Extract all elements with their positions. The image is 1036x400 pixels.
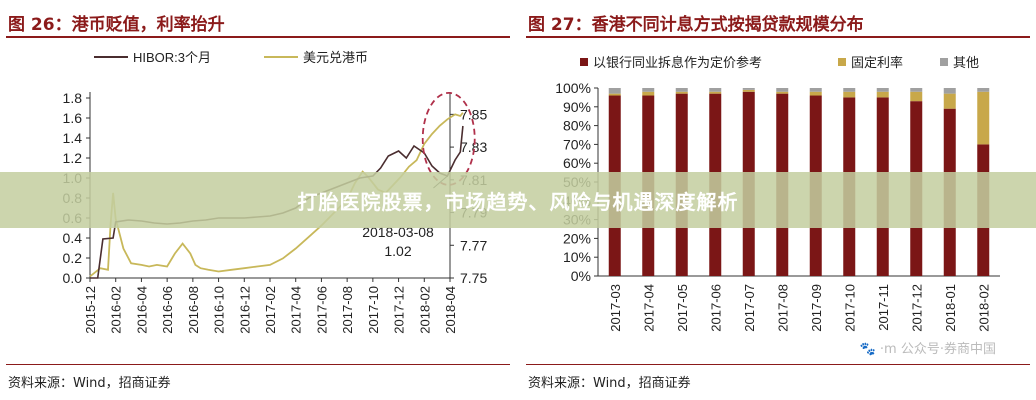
left-y-tick-label: 1.8 [63,90,83,106]
right-bottom-rule [526,364,1030,365]
x-tick-label: 2017-08 [340,286,355,334]
y-tick-label: 20% [563,230,591,246]
bar-segment [608,93,621,96]
x-tick-label: 2016-08 [186,286,201,334]
x-tick-label: 2017-07 [742,284,757,332]
bar-segment [977,91,990,145]
bar-segment [776,91,789,94]
bar-segment [776,88,789,92]
legend-swatch-1 [838,58,846,66]
x-tick-label: 2017-05 [675,284,690,332]
left-chart-title: 图 26：港币贬值，利率抬升 [8,15,225,35]
bar-segment [910,91,923,102]
x-tick-label: 2017-04 [289,286,304,334]
x-tick-label: 2017-12 [392,286,407,334]
headline-banner: 打胎医院股票，市场趋势、风险与机遇深度解析 [0,172,1036,228]
headline-text: 打胎医院股票，市场趋势、风险与机遇深度解析 [297,189,739,214]
x-tick-label: 2017-02 [263,286,278,334]
y-tick-label: 100% [555,80,591,96]
left-title-rule [6,36,510,38]
x-tick-label: 2015-12 [83,286,98,334]
x-tick-label: 2017-10 [366,286,381,334]
x-tick-label: 2017-06 [314,286,329,334]
x-tick-label: 2017-08 [775,284,790,332]
x-tick-label: 2018-02 [976,284,991,332]
x-tick-label: 2017-10 [842,284,857,332]
annotation-date: 2018-03-08 [362,224,434,240]
right-y-tick-label: 7.83 [460,139,487,155]
y-tick-label: 0% [571,268,591,284]
x-tick-label: 2018-04 [443,286,458,334]
y-tick-label: 10% [563,249,591,265]
right-title-rule [526,36,1030,38]
right-chart-title: 图 27：香港不同计息方式按揭贷款规模分布 [528,15,864,35]
legend-label-1: 固定利率 [851,55,903,70]
bar-segment [843,88,856,92]
watermark: 🐾 ·m 公众号·券商中国 [859,342,996,357]
y-tick-label: 60% [563,155,591,171]
y-tick-label: 80% [563,118,591,134]
bar-segment [742,88,755,90]
left-y-tick-label: 0.2 [63,250,83,266]
x-tick-label: 2017-12 [909,284,924,332]
x-tick-label: 2017-03 [608,284,623,332]
bar-segment [642,91,655,96]
bar-segment [608,88,621,94]
legend-label-usdhkd: 美元兑港币 [303,50,368,65]
x-tick-label: 2017-06 [708,284,723,332]
left-y-tick-label: 0.4 [63,230,83,246]
legend-label-hibor: HIBOR:3个月 [133,50,211,65]
annotation-value: 1.02 [384,243,411,259]
bar-segment [876,88,889,92]
bar-segment [709,91,722,94]
left-source-note: 资料来源：Wind，招商证券 [8,376,171,391]
x-tick-label: 2016-04 [134,286,149,334]
x-tick-label: 2016-12 [237,286,252,334]
bar-segment [977,88,990,92]
y-tick-label: 70% [563,136,591,152]
left-y-tick-label: 1.4 [63,130,83,146]
left-bottom-rule [6,364,510,365]
x-tick-label: 2017-09 [809,284,824,332]
bar-segment [876,91,889,98]
bar-segment [943,93,956,109]
x-tick-label: 2016-02 [109,286,124,334]
right-y-tick-label: 7.85 [460,106,487,122]
legend-label-2: 其他 [953,55,979,70]
legend-swatch-2 [940,58,948,66]
bar-segment [709,88,722,92]
x-tick-label: 2017-11 [876,284,891,331]
bar-segment [642,88,655,92]
bar-segment [910,88,923,92]
bar-segment [943,88,956,94]
right-source-note: 资料来源：Wind，招商证券 [528,376,691,391]
bar-segment [809,88,822,92]
left-y-tick-label: 1.2 [63,150,83,166]
y-tick-label: 90% [563,99,591,115]
bar-segment [843,91,856,98]
bar-segment [809,91,822,96]
highlight-ellipse [421,92,476,186]
x-tick-label: 2017-04 [641,284,656,332]
series-line-usdhkd [89,112,464,278]
bar-segment [675,88,688,92]
legend-swatch-0 [580,58,588,66]
right-y-tick-label: 7.75 [460,270,487,286]
x-tick-label: 2018-01 [943,284,958,332]
right-legend: 以银行同业拆息作为定价参考 固定利率 其他 [580,55,979,70]
x-tick-label: 2016-06 [160,286,175,334]
legend-label-0: 以银行同业拆息作为定价参考 [593,55,762,70]
x-tick-label: 2016-10 [212,286,227,334]
x-tick-label: 2018-02 [417,286,432,334]
right-y-tick-label: 7.77 [460,237,487,253]
bar-segment [675,91,688,94]
left-y-tick-label: 1.6 [63,110,83,126]
bar-segment [742,89,755,92]
left-legend: HIBOR:3个月 美元兑港币 [94,50,368,65]
left-y-tick-label: 0.0 [63,270,83,286]
